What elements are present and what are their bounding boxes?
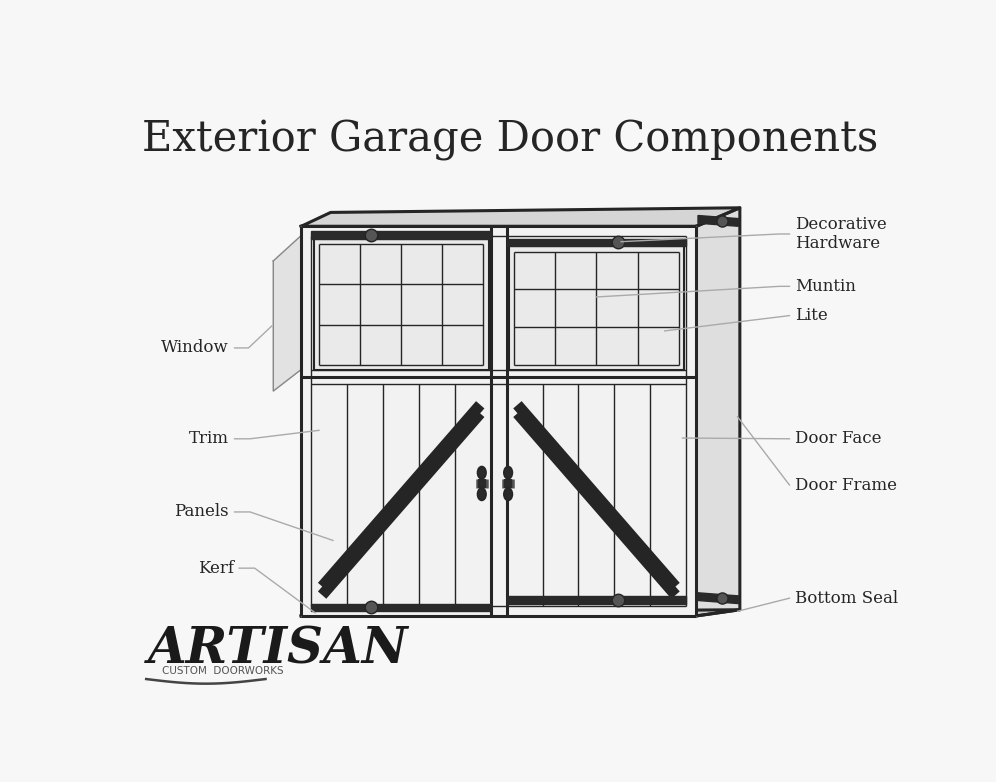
- Polygon shape: [314, 239, 489, 370]
- Ellipse shape: [504, 488, 512, 500]
- Polygon shape: [698, 593, 738, 604]
- Text: Muntin: Muntin: [795, 278, 856, 295]
- Text: Door Face: Door Face: [795, 430, 881, 447]
- Text: Lite: Lite: [795, 307, 828, 324]
- Text: Bottom Seal: Bottom Seal: [795, 590, 898, 607]
- Polygon shape: [698, 216, 738, 226]
- Polygon shape: [301, 610, 740, 616]
- Ellipse shape: [477, 467, 486, 479]
- Ellipse shape: [477, 488, 486, 500]
- Ellipse shape: [504, 467, 512, 479]
- Polygon shape: [312, 231, 491, 239]
- Polygon shape: [507, 239, 686, 246]
- Polygon shape: [301, 226, 696, 616]
- Text: ARTISAN: ARTISAN: [147, 626, 408, 674]
- Polygon shape: [696, 208, 740, 616]
- Polygon shape: [312, 604, 491, 612]
- Text: CUSTOM  DOORWORKS: CUSTOM DOORWORKS: [161, 666, 283, 676]
- Text: Trim: Trim: [189, 430, 229, 447]
- Polygon shape: [507, 596, 686, 604]
- Text: Exterior Garage Door Components: Exterior Garage Door Components: [142, 119, 878, 161]
- Text: Kerf: Kerf: [198, 560, 234, 576]
- Polygon shape: [301, 208, 740, 226]
- Text: Window: Window: [161, 339, 229, 357]
- Polygon shape: [273, 235, 301, 391]
- Text: Decorative
Hardware: Decorative Hardware: [795, 216, 886, 253]
- Polygon shape: [509, 246, 684, 370]
- Text: Panels: Panels: [174, 504, 229, 521]
- Text: Door Frame: Door Frame: [795, 476, 896, 493]
